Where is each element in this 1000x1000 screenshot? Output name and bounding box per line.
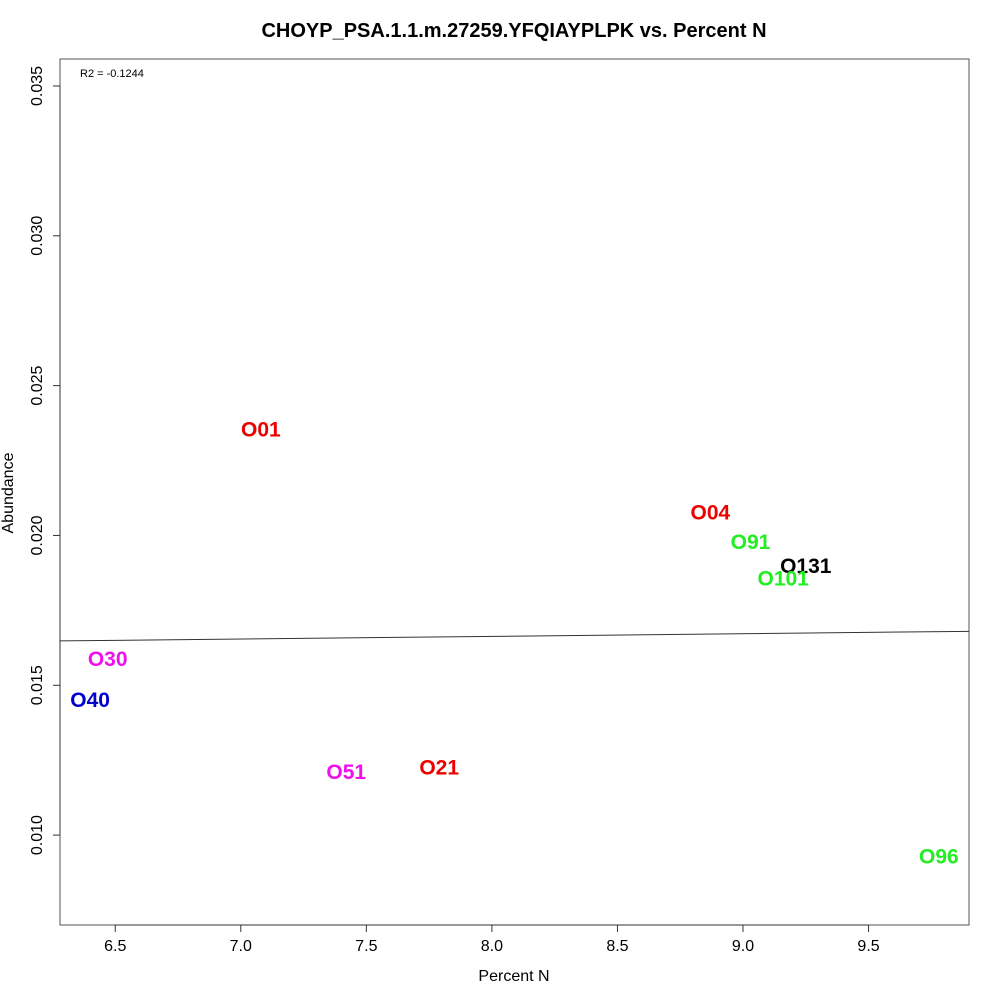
x-axis-label: Percent N [478, 968, 549, 985]
x-tick-label: 9.0 [732, 938, 754, 955]
y-axis: 0.010 0.015 0.020 0.025 0.030 0.035 [29, 66, 61, 855]
x-tick-label: 8.0 [481, 938, 503, 955]
data-point-label: O91 [731, 531, 771, 554]
y-tick-label: 0.035 [29, 66, 46, 106]
data-point-label: O21 [419, 757, 459, 780]
y-tick-label: 0.025 [29, 366, 46, 406]
plot-area-border [59, 58, 970, 926]
y-axis-label: Abundance [0, 452, 17, 533]
y-tick-label: 0.015 [29, 665, 46, 705]
data-point-label: O30 [88, 648, 128, 671]
y-tick-label: 0.020 [29, 515, 46, 555]
x-tick-label: 6.5 [104, 938, 126, 955]
x-tick-label: 8.5 [606, 938, 628, 955]
regression-line [59, 630, 970, 642]
x-tick-label: 9.5 [857, 938, 879, 955]
data-point-label: O01 [241, 418, 281, 441]
x-tick-label: 7.5 [355, 938, 377, 955]
data-point-label: O96 [919, 846, 959, 869]
x-axis: 6.5 7.0 7.5 8.0 8.5 9.0 9.5 [104, 924, 880, 955]
data-point-label: O04 [691, 502, 731, 525]
data-point-label: O40 [70, 689, 110, 712]
r2-annotation: R2 = -0.1244 [80, 68, 144, 80]
data-point-label: O51 [326, 761, 366, 784]
chart-title: CHOYP_PSA.1.1.m.27259.YFQIAYPLPK vs. Per… [261, 20, 766, 42]
data-point-label: O101 [757, 567, 809, 590]
data-point-label: O131 [780, 555, 832, 578]
x-tick-label: 7.0 [230, 938, 252, 955]
y-tick-label: 0.010 [29, 815, 46, 855]
y-tick-label: 0.030 [29, 216, 46, 256]
